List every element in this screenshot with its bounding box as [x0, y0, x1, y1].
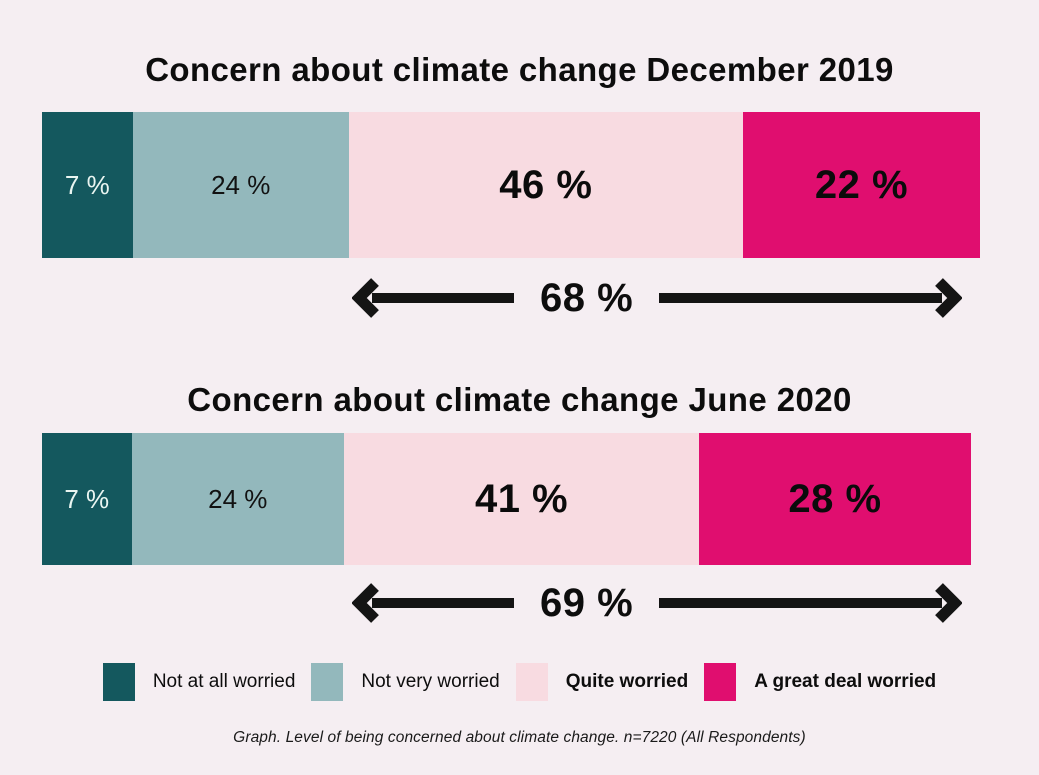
bar-segment-not-at-all-worried: 7 %	[42, 112, 133, 258]
combined-range-arrow: 69 %	[352, 583, 962, 623]
segment-value-label: 7 %	[64, 483, 110, 514]
legend-item-a-great-deal-worried: A great deal worried	[704, 663, 936, 701]
legend-label: A great deal worried	[754, 671, 937, 692]
segment-value-label: 22 %	[814, 162, 909, 207]
arrow-left-head-icon	[352, 583, 379, 623]
bar-segment-quite-worried: 46 %	[348, 112, 743, 258]
legend-swatch	[704, 663, 737, 701]
segment-value-label: 28 %	[788, 476, 882, 521]
legend-item-not-at-all-worried: Not at all worried	[102, 663, 296, 701]
arrow-right-head-icon	[935, 278, 962, 318]
legend-item-not-very-worried: Not very worried	[311, 663, 500, 701]
arrow-line	[372, 293, 514, 303]
combined-range-label: 69 %	[540, 581, 634, 625]
legend-label: Not at all worried	[152, 671, 296, 692]
arrow-line	[372, 598, 514, 608]
legend-swatch	[102, 663, 135, 701]
stacked-bar: 7 % 24 % 41 % 28 %	[42, 433, 971, 565]
combined-range-label: 68 %	[540, 276, 634, 320]
chart-june-2020: Concern about climate change June 2020 7…	[0, 382, 1039, 623]
bar-segment-not-at-all-worried: 7 %	[42, 433, 132, 565]
legend-item-quite-worried: Quite worried	[515, 663, 689, 701]
bar-segment-a-great-deal-worried: 28 %	[699, 433, 971, 565]
combined-range-arrow: 68 %	[352, 278, 962, 318]
segment-value-label: 24 %	[208, 483, 268, 514]
legend-swatch	[515, 663, 548, 701]
chart-title: Concern about climate change June 2020	[187, 381, 852, 418]
bar-segment-quite-worried: 41 %	[344, 433, 700, 565]
bar-segment-not-very-worried: 24 %	[132, 112, 349, 258]
bar-segment-a-great-deal-worried: 22 %	[742, 112, 980, 258]
chart-december-2019: Concern about climate change December 20…	[0, 0, 1039, 318]
caption: Graph. Level of being concerned about cl…	[233, 729, 806, 746]
arrow-line	[659, 293, 942, 303]
legend-label: Not very worried	[361, 671, 500, 692]
chart-title: Concern about climate change December 20…	[145, 51, 894, 88]
arrow-left-head-icon	[352, 278, 379, 318]
segment-value-label: 41 %	[474, 476, 569, 521]
stacked-bar: 7 % 24 % 46 % 22 %	[42, 112, 980, 258]
legend-label: Quite worried	[565, 671, 689, 692]
arrow-line	[659, 598, 942, 608]
segment-value-label: 46 %	[499, 162, 593, 207]
segment-value-label: 7 %	[64, 169, 110, 200]
arrow-right-head-icon	[935, 583, 962, 623]
bar-segment-not-very-worried: 24 %	[131, 433, 345, 565]
legend-swatch	[311, 663, 344, 701]
legend: Not at all worried Not very worried Quit…	[0, 663, 1039, 701]
segment-value-label: 24 %	[211, 169, 271, 200]
